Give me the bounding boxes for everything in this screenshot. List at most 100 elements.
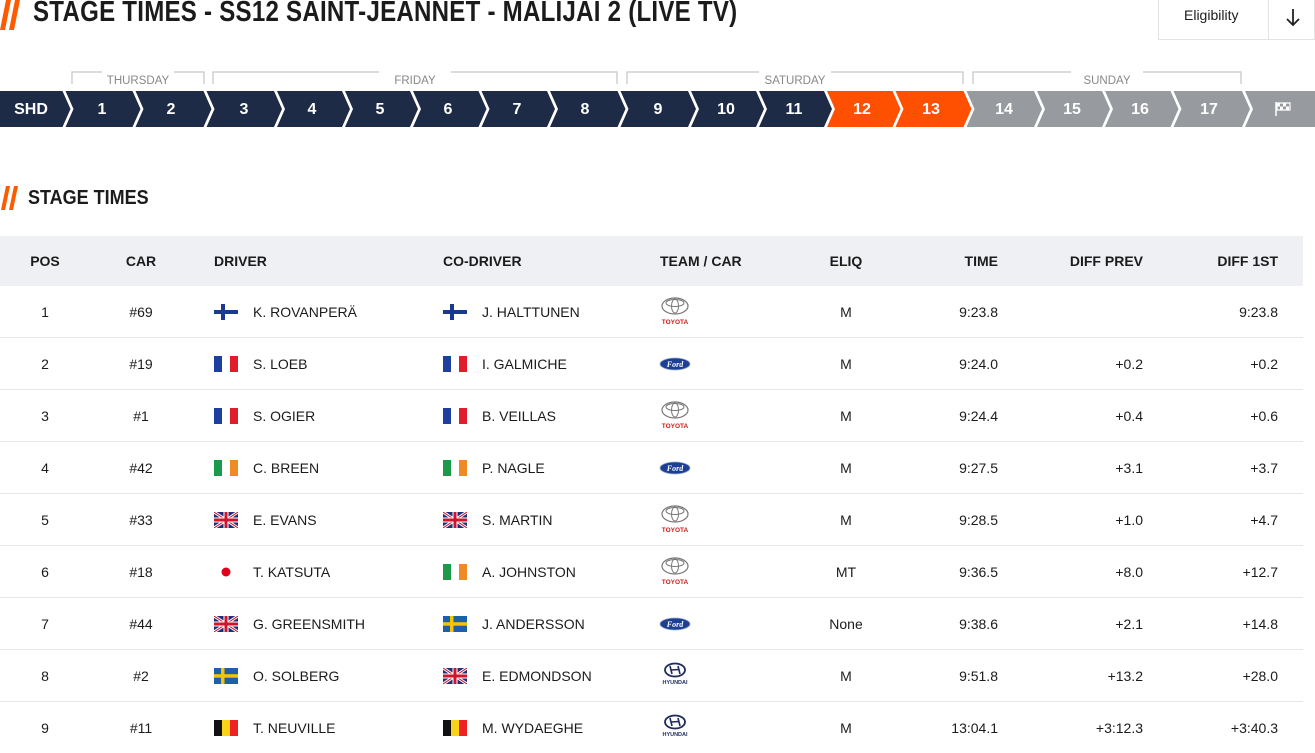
stage-tab[interactable]: 6 — [413, 91, 487, 127]
hyundai-h — [669, 717, 681, 727]
cell-pos: 6 — [41, 564, 49, 580]
cell-diff-prev: +0.2 — [1115, 356, 1143, 372]
table-row: 1 #69 K. ROVANPERÄ J. HALTTUNEN TOYOTA M 9:23.… — [0, 286, 1303, 338]
co-driver-name: M. WYDAEGHE — [482, 720, 584, 736]
stage-tab-bg — [827, 91, 901, 127]
country-flag — [214, 356, 238, 372]
stage-label: 7 — [513, 101, 522, 118]
ford-oval — [659, 617, 691, 631]
stage-tab[interactable]: 13 — [895, 91, 972, 127]
cell-diff-1st: +0.2 — [1250, 356, 1278, 372]
stage-tab[interactable]: 7 — [481, 91, 556, 127]
stage-tab-bg — [691, 91, 764, 127]
stage-tab[interactable]: 10 — [691, 91, 764, 127]
stage-tab[interactable]: 17 — [1173, 91, 1251, 127]
cell-diff-1st: +3.7 — [1250, 460, 1278, 476]
team-name: TOYOTA — [662, 319, 689, 326]
cell-car: #42 — [129, 460, 153, 476]
stage-tab[interactable]: 4 — [277, 91, 350, 127]
column-header: DIFF PREV — [1069, 253, 1143, 269]
team-logo: TOYOTA — [661, 401, 689, 430]
cell-diff-prev: +13.2 — [1107, 668, 1143, 684]
country-flag — [443, 460, 467, 476]
stage-tab[interactable] — [1245, 91, 1315, 127]
table-row: 9 #11 T. NEUVILLE M. WYDAEGHE HYUNDAI M 13:04.… — [0, 702, 1303, 753]
stage-label: 4 — [308, 101, 317, 118]
team-name: Ford — [666, 464, 684, 473]
stage-tab-bg — [345, 91, 418, 127]
stage-tab[interactable]: 3 — [206, 91, 283, 127]
table-row: 8 #2 O. SOLBERG E. EDMONDSON HYUNDAI M 9:51.8 +… — [0, 650, 1303, 702]
cell-time: 9:51.8 — [959, 668, 998, 684]
stage-tab[interactable]: SHD — [0, 91, 71, 127]
hyundai-oval — [664, 662, 686, 678]
country-flag — [214, 668, 238, 684]
stage-label: 17 — [1200, 101, 1218, 118]
hyundai-h — [669, 665, 681, 675]
stage-label: 3 — [240, 101, 249, 118]
team-logo: TOYOTA — [661, 505, 689, 534]
cell-time: 9:27.5 — [959, 460, 998, 476]
stage-tab[interactable]: 11 — [759, 91, 832, 127]
toyota-ring — [661, 297, 689, 315]
cell-diff-1st: +4.7 — [1250, 512, 1278, 528]
stage-tab[interactable]: 5 — [345, 91, 418, 127]
team-logo: Ford — [659, 461, 691, 475]
team-name: HYUNDAI — [662, 680, 688, 686]
driver-name: K. ROVANPERÄ — [253, 304, 357, 320]
country-flag — [442, 510, 468, 530]
stage-tab[interactable]: 12 — [827, 91, 901, 127]
cell-car: #18 — [129, 564, 153, 580]
stage-tab-bg — [1173, 91, 1250, 127]
cell-car: #33 — [129, 512, 153, 528]
stage-label: 13 — [922, 101, 940, 118]
driver-name: S. OGIER — [253, 408, 316, 424]
cell-diff-prev: +3:12.3 — [1095, 720, 1143, 736]
stage-tab[interactable]: 15 — [1037, 91, 1110, 127]
eligibility-dropdown[interactable]: Eligibility — [1158, 0, 1315, 40]
cell-diff-1st: +28.0 — [1242, 668, 1278, 684]
cell-diff-1st: +0.6 — [1250, 408, 1278, 424]
stage-tab[interactable]: 2 — [135, 91, 212, 127]
stage-tab[interactable]: 9 — [620, 91, 697, 127]
page-title: STAGE TIMES - SS12 SAINT-JEANNET - MALIJ… — [33, 0, 738, 28]
cell-time: 9:24.0 — [959, 356, 998, 372]
stage-tab-bg — [135, 91, 212, 127]
cell-eliq: M — [840, 460, 852, 476]
day-label-bg — [759, 67, 831, 79]
title-slashes — [0, 0, 20, 30]
ford-oval — [659, 357, 691, 371]
table-row: 4 #42 C. BREEN P. NAGLE Ford M 9:27.5 +3.1 +3.7 — [0, 442, 1303, 494]
cell-eliq: M — [840, 668, 852, 684]
country-flag — [214, 304, 238, 320]
country-flag — [213, 510, 239, 530]
co-driver-name: P. NAGLE — [482, 460, 545, 476]
country-flag — [214, 720, 238, 736]
driver-name: E. EVANS — [253, 512, 317, 528]
stage-tab[interactable]: 14 — [966, 91, 1043, 127]
stage-label: 6 — [444, 101, 453, 118]
stage-tab[interactable]: 8 — [550, 91, 626, 127]
toyota-ring — [665, 403, 685, 411]
cell-diff-prev: +1.0 — [1115, 512, 1143, 528]
team-logo: Ford — [659, 617, 691, 631]
stage-tab[interactable]: 16 — [1105, 91, 1179, 127]
cell-car: #69 — [129, 304, 153, 320]
stage-tab-bg — [620, 91, 696, 127]
cell-car: #44 — [129, 616, 153, 632]
hyundai-oval — [664, 714, 686, 730]
stage-label: 15 — [1063, 101, 1081, 118]
stage-label: 8 — [581, 101, 590, 118]
stage-tab[interactable]: 1 — [65, 91, 141, 127]
cell-time: 9:28.5 — [959, 512, 998, 528]
team-name: TOYOTA — [662, 579, 689, 586]
driver-name: T. NEUVILLE — [253, 720, 336, 736]
section-slashes — [1, 186, 18, 210]
co-driver-name: E. EDMONDSON — [482, 668, 592, 684]
stage-label: 10 — [717, 101, 735, 118]
stage-label: 2 — [167, 101, 176, 118]
cell-eliq: None — [829, 616, 863, 632]
country-flag — [443, 304, 467, 320]
